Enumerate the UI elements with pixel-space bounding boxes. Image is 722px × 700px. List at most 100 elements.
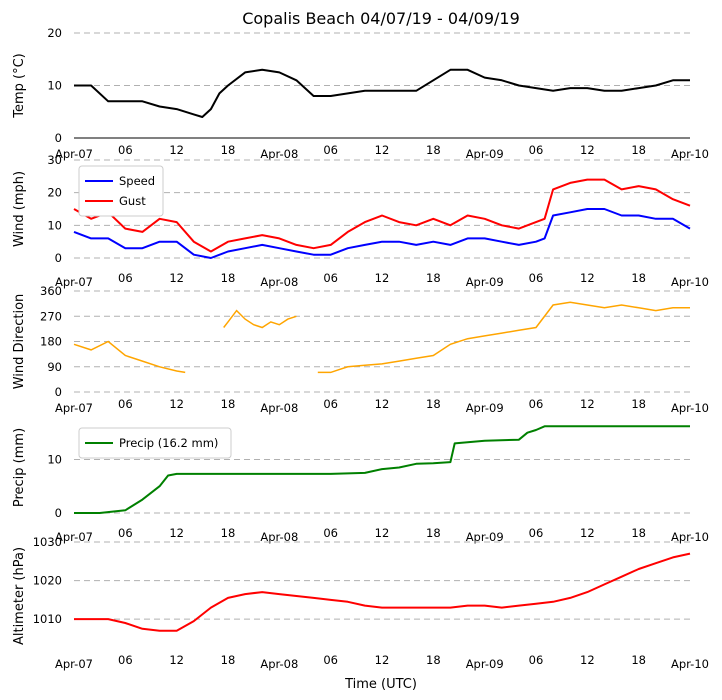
x-tick-label: 06: [529, 397, 544, 411]
figure-title: Copalis Beach 04/07/19 - 04/09/19: [242, 9, 520, 28]
altimeter-panel: 1010 1020 1030 Altimeter (hPa) Apr-07 06 12 18 A…: [12, 535, 709, 671]
x-tick-label: Apr-08: [260, 530, 298, 544]
y-tick-label: 0: [55, 131, 62, 145]
y-tick-label: 1020: [33, 574, 62, 588]
x-tick-label: Apr-07: [55, 657, 93, 671]
temperature-panel: 0 10 20 Temp (°C) Apr-07 06 12 18 Apr-08 06 12 18 Ap…: [12, 26, 709, 161]
x-tick-label: 12: [580, 397, 595, 411]
y-axis-label: Altimeter (hPa): [12, 547, 27, 645]
x-tick-label: 06: [323, 397, 338, 411]
temperature-series-line: [74, 68, 690, 118]
y-axis-label: Precip (mm): [12, 428, 27, 507]
x-tick-label: 12: [580, 653, 595, 667]
x-tick-label: 18: [426, 143, 441, 157]
wind-direction-line-segment: [223, 309, 297, 329]
y-tick-label: 0: [55, 506, 62, 520]
x-tick-label: 12: [375, 397, 390, 411]
x-tick-label: 06: [323, 526, 338, 540]
x-tick-label: Apr-08: [260, 657, 298, 671]
y-tick-label: 20: [47, 26, 62, 40]
x-tick-label: 12: [375, 526, 390, 540]
x-tick-label: 06: [529, 526, 544, 540]
x-tick-label: 12: [375, 143, 390, 157]
x-tick-label: Apr-10: [671, 401, 709, 415]
x-tick-label: 12: [169, 526, 184, 540]
y-tick-label: 360: [40, 284, 62, 298]
x-tick-label: Apr-09: [466, 275, 504, 289]
altimeter-series-line: [74, 552, 691, 632]
wind-speed-panel: 0 10 20 30 Wind (mph) Apr-07 06 12 18 Apr-08 06 12 1…: [12, 153, 709, 289]
x-tick-label: 06: [323, 653, 338, 667]
legend-label: Precip (16.2 mm): [119, 436, 218, 450]
x-tick-label: 06: [529, 271, 544, 285]
y-tick-label: 30: [47, 153, 62, 167]
wind-direction-line-segment: [73, 340, 186, 374]
x-tick-label: Apr-07: [55, 147, 93, 161]
x-tick-label: Apr-09: [466, 530, 504, 544]
x-tick-label: 18: [221, 271, 236, 285]
x-tick-label: Apr-07: [55, 401, 93, 415]
x-tick-label: Apr-09: [466, 657, 504, 671]
x-tick-label: 06: [118, 653, 133, 667]
x-tick-label: 12: [169, 397, 184, 411]
x-tick-label: 18: [631, 143, 646, 157]
y-tick-label: 10: [47, 452, 62, 466]
x-tick-label: Apr-08: [260, 275, 298, 289]
x-tick-label: 12: [169, 271, 184, 285]
x-tick-label: Apr-10: [671, 147, 709, 161]
y-axis-label: Temp (°C): [12, 53, 27, 119]
x-tick-label: 18: [426, 526, 441, 540]
speed-series-line: [73, 208, 691, 259]
x-tick-label: 06: [118, 143, 133, 157]
x-tick-label: 12: [580, 271, 595, 285]
x-tick-label: 18: [221, 143, 236, 157]
x-tick-label: 18: [631, 397, 646, 411]
x-tick-label: 06: [323, 143, 338, 157]
y-tick-label: 0: [55, 385, 62, 399]
x-axis-label: Time (UTC): [344, 677, 417, 692]
x-tick-label: 06: [529, 143, 544, 157]
x-tick-label: 18: [631, 653, 646, 667]
x-tick-label: 18: [221, 397, 236, 411]
x-tick-label: Apr-08: [260, 401, 298, 415]
x-tick-label: 12: [580, 143, 595, 157]
x-tick-label: Apr-10: [671, 275, 709, 289]
x-tick-label: 12: [375, 271, 390, 285]
y-tick-label: 10: [47, 79, 62, 93]
y-tick-label: 90: [47, 360, 62, 374]
x-tick-label: Apr-10: [671, 657, 709, 671]
x-tick-label: 12: [580, 526, 595, 540]
x-tick-label: Apr-10: [671, 530, 709, 544]
x-tick-label: Apr-07: [55, 275, 93, 289]
x-tick-label: Apr-08: [260, 147, 298, 161]
x-tick-label: Apr-07: [55, 530, 93, 544]
x-tick-label: 18: [426, 271, 441, 285]
x-tick-label: 18: [426, 397, 441, 411]
precip-16-2-mm-series-line: [74, 425, 690, 514]
legend-label: Gust: [119, 194, 146, 208]
legend: Precip (16.2 mm): [78, 427, 232, 459]
x-tick-label: 06: [529, 653, 544, 667]
y-tick-label: 1030: [33, 535, 62, 549]
y-tick-label: 180: [40, 335, 62, 349]
x-tick-label: 18: [631, 526, 646, 540]
legend-label: Speed: [119, 174, 155, 188]
x-tick-label: 06: [118, 397, 133, 411]
wind-direction-line-segment: [317, 301, 690, 374]
x-tick-label: 18: [221, 526, 236, 540]
x-tick-label: 18: [426, 653, 441, 667]
x-tick-label: 18: [631, 271, 646, 285]
y-tick-label: 1010: [33, 612, 62, 626]
y-tick-label: 0: [55, 251, 62, 265]
x-tick-label: 06: [323, 271, 338, 285]
legend-box: [78, 427, 232, 459]
x-tick-label: 18: [221, 653, 236, 667]
x-tick-label: 12: [169, 653, 184, 667]
x-tick-label: Apr-09: [466, 401, 504, 415]
y-tick-label: 20: [47, 186, 62, 200]
y-tick-label: 270: [40, 309, 62, 323]
x-tick-label: Apr-09: [466, 147, 504, 161]
precip-panel: 0 10 Precip (mm) Apr-07 06 12 18 Apr-08 06 12 18 Ap…: [12, 425, 709, 544]
